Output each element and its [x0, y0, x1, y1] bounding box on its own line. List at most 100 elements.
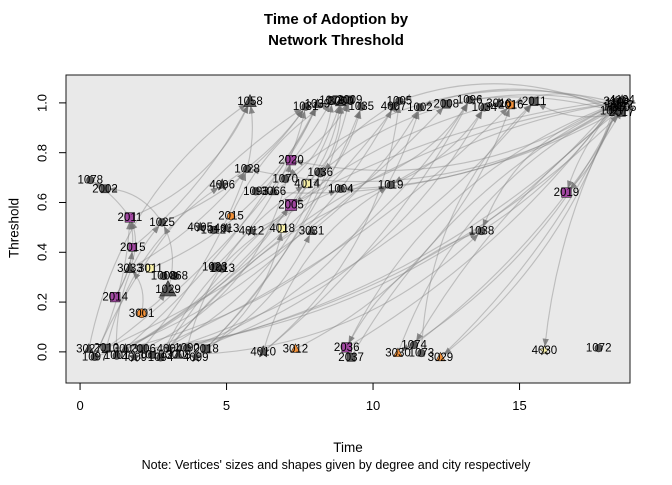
vertex	[388, 100, 400, 112]
vertex	[100, 184, 110, 194]
edge	[129, 172, 245, 270]
vertex-label: 3143	[603, 96, 629, 108]
vertex	[617, 108, 626, 117]
edge	[151, 176, 320, 356]
edge	[403, 83, 613, 112]
vertex	[245, 225, 257, 236]
vertex	[345, 95, 354, 105]
vertex-label: 1072	[586, 343, 612, 355]
vertex-label: 2010	[94, 343, 120, 355]
vertex	[327, 96, 337, 105]
vertex	[83, 343, 94, 353]
vertex-label: 3003	[113, 343, 139, 355]
edge	[346, 231, 478, 348]
vertex-label: 4012	[239, 226, 265, 238]
edge	[390, 110, 483, 186]
vertex	[268, 185, 279, 196]
vertex	[171, 271, 180, 280]
edge	[413, 110, 622, 346]
edge	[255, 107, 316, 192]
vertex	[435, 351, 446, 362]
vertex	[302, 179, 312, 189]
vertex-label: 4004	[157, 343, 183, 355]
edge	[125, 105, 340, 350]
vertex-label: 2142	[608, 99, 634, 111]
vertex	[123, 261, 136, 273]
vertex-label: 4104	[609, 94, 635, 106]
edge	[294, 100, 617, 172]
edge	[195, 232, 283, 358]
edge	[319, 105, 345, 173]
vertex	[112, 351, 121, 360]
edge	[106, 103, 331, 349]
vertex-label: 1074	[401, 339, 427, 351]
vertex	[243, 94, 257, 107]
vertex	[538, 344, 550, 356]
vertex	[594, 344, 603, 353]
x-tick-label: 0	[76, 398, 84, 413]
vertex-label: 1097	[82, 351, 108, 363]
vertex	[182, 344, 192, 353]
vertex	[147, 350, 156, 359]
vertex	[315, 167, 326, 178]
y-tick-label: 0.4	[34, 243, 50, 262]
vertex	[86, 176, 95, 185]
edge	[323, 94, 624, 171]
edge	[473, 95, 613, 112]
vertex	[613, 98, 622, 107]
vertex-label: 3027	[76, 343, 102, 355]
edge	[150, 107, 316, 270]
vertex-label: 1093	[243, 186, 269, 198]
edges-layer	[88, 83, 624, 358]
vertex-label: 2008	[434, 99, 460, 111]
vertex	[120, 343, 131, 353]
vertex	[209, 225, 218, 234]
vertex	[110, 291, 121, 303]
vertex-label: 1029	[155, 284, 181, 296]
vertex	[201, 344, 211, 354]
edge	[542, 104, 622, 347]
vertex	[146, 264, 155, 273]
vertex-label: 1031	[293, 101, 319, 113]
y-tick-label: 0.6	[34, 193, 50, 212]
vertex	[124, 212, 135, 223]
edge	[132, 105, 249, 248]
edge	[401, 99, 623, 352]
edge	[394, 102, 618, 184]
vertex	[301, 102, 310, 111]
vertex	[312, 98, 323, 108]
vertex	[306, 225, 317, 235]
vertex	[159, 271, 168, 280]
edge	[151, 107, 618, 356]
edge	[259, 106, 624, 196]
vertex-label: 1019	[378, 180, 404, 192]
vertex	[465, 95, 474, 104]
edge	[116, 104, 397, 357]
y-axis-title: Threshold	[6, 197, 22, 259]
edge	[290, 105, 343, 206]
vertex	[616, 94, 628, 105]
vertex	[251, 187, 260, 196]
edge	[205, 110, 361, 350]
edge	[423, 88, 622, 113]
vertex	[441, 99, 451, 109]
vertex	[128, 243, 138, 252]
vertex-label: 1058	[237, 96, 263, 108]
vertex-label: 2036	[334, 342, 360, 354]
vertex-label: 3105	[611, 102, 637, 114]
vertex	[395, 96, 404, 105]
vertex	[158, 218, 167, 227]
vertex-label: 1012	[201, 224, 227, 236]
vertex-label: 1023	[202, 262, 228, 274]
vertex-label: 1027	[600, 105, 626, 117]
footnote: Note: Vertices' sizes and shapes given b…	[141, 458, 531, 472]
vertex-label: 1102	[605, 97, 630, 109]
chart-title: Time of Adoption by Network Threshold	[0, 9, 672, 51]
vertex-label: 1028	[234, 163, 260, 175]
edge	[129, 105, 249, 218]
vertex-label: 2014	[102, 292, 128, 304]
edge	[205, 234, 310, 350]
vertex-label: 1002	[407, 102, 433, 114]
vertex	[290, 343, 301, 353]
